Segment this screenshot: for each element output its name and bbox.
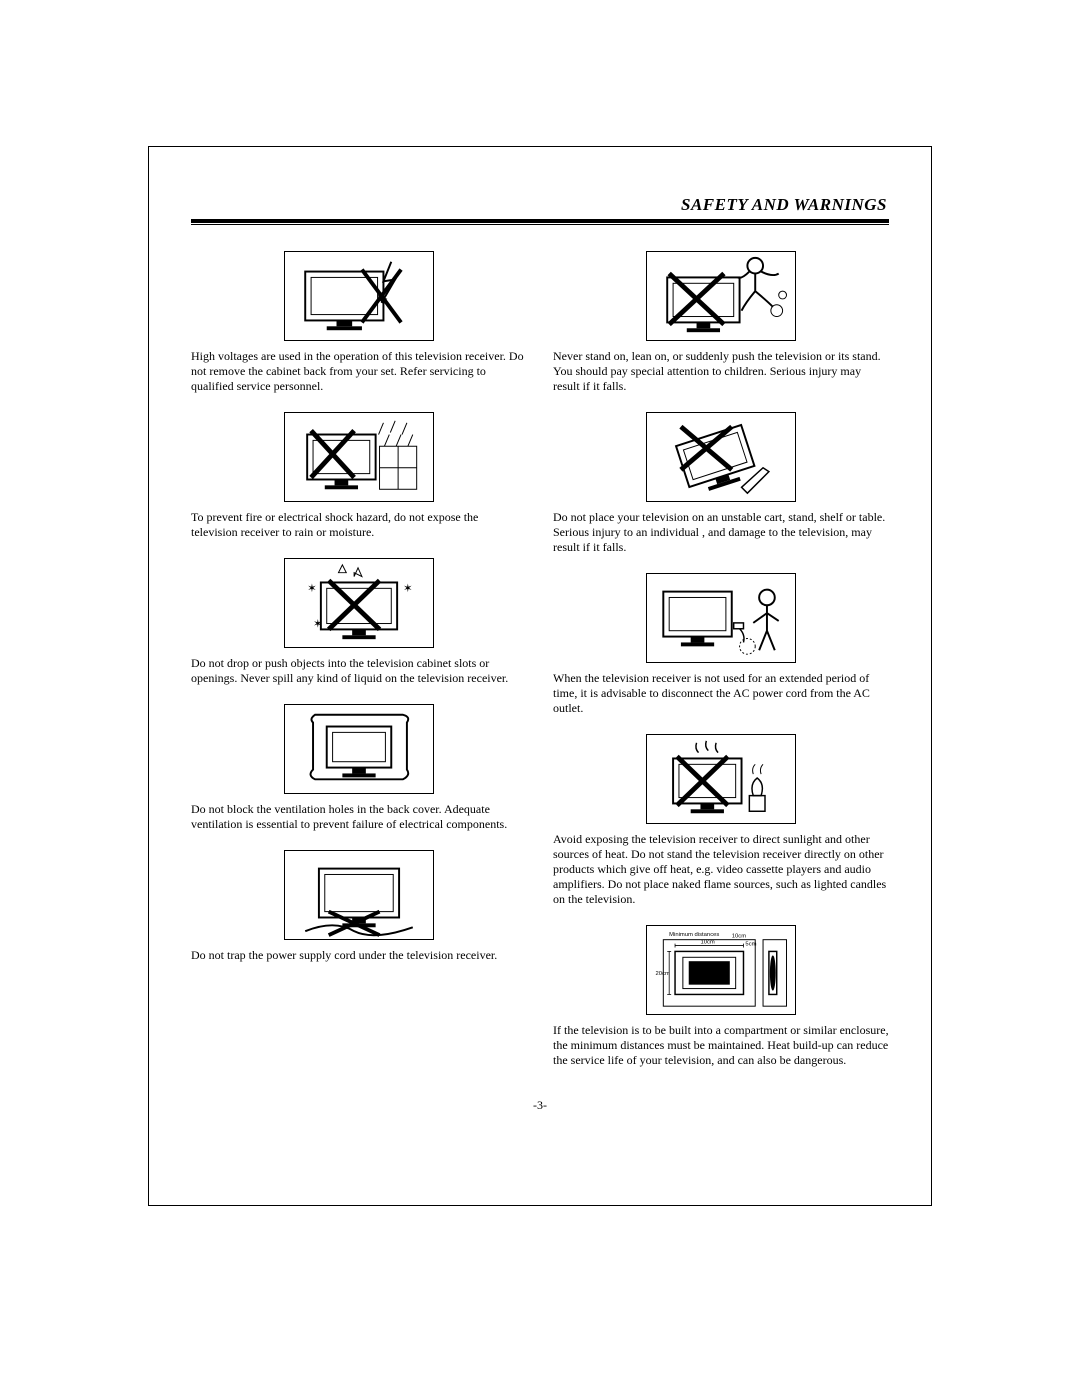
block-power-cord: Do not trap the power supply cord under …: [191, 850, 527, 963]
illus-enclosure: Minimum distances: [646, 925, 796, 1015]
block-ventilation: Do not block the ventilation holes in th…: [191, 704, 527, 832]
mindist-title: Minimum distances: [669, 932, 719, 938]
illus-unstable: [646, 412, 796, 502]
caption-enclosure: If the television is to be built into a …: [553, 1023, 889, 1068]
caption-unstable: Do not place your television on an unsta…: [553, 510, 889, 555]
block-high-voltage: High voltages are used in the operation …: [191, 251, 527, 394]
illus-high-voltage: [284, 251, 434, 341]
block-objects-liquid: ✶ ✶ ✶ Do not drop or push objects into t…: [191, 558, 527, 686]
svg-text:5cm: 5cm: [745, 942, 756, 948]
block-rain-moisture: To prevent fire or electrical shock haza…: [191, 412, 527, 540]
page-number: -3-: [191, 1098, 889, 1113]
illus-heat: [646, 734, 796, 824]
column-right: Never stand on, lean on, or suddenly pus…: [553, 251, 889, 1086]
caption-no-lean: Never stand on, lean on, or suddenly pus…: [553, 349, 889, 394]
svg-text:✶: ✶: [403, 582, 413, 595]
sheet: SAFETY AND WARNINGS: [0, 0, 1080, 1397]
heading-row: SAFETY AND WARNINGS: [191, 195, 889, 215]
caption-power-cord: Do not trap the power supply cord under …: [191, 948, 527, 963]
illus-unplug: [646, 573, 796, 663]
block-no-lean: Never stand on, lean on, or suddenly pus…: [553, 251, 889, 394]
svg-text:✶: ✶: [307, 582, 317, 595]
svg-text:20cm: 20cm: [655, 971, 669, 977]
caption-ventilation: Do not block the ventilation holes in th…: [191, 802, 527, 832]
page-inner: SAFETY AND WARNINGS: [149, 147, 931, 1143]
block-heat: Avoid exposing the television receiver t…: [553, 734, 889, 907]
caption-heat: Avoid exposing the television receiver t…: [553, 832, 889, 907]
block-enclosure: Minimum distances: [553, 925, 889, 1068]
illus-rain-moisture: [284, 412, 434, 502]
illus-objects-liquid: ✶ ✶ ✶: [284, 558, 434, 648]
block-unplug: When the television receiver is not used…: [553, 573, 889, 716]
illus-power-cord: [284, 850, 434, 940]
rule-thin: [191, 224, 889, 225]
section-heading: SAFETY AND WARNINGS: [681, 195, 887, 214]
caption-high-voltage: High voltages are used in the operation …: [191, 349, 527, 394]
illus-no-lean: [646, 251, 796, 341]
column-left: High voltages are used in the operation …: [191, 251, 527, 1086]
block-unstable: Do not place your television on an unsta…: [553, 412, 889, 555]
rule-thick: [191, 219, 889, 223]
caption-unplug: When the television receiver is not used…: [553, 671, 889, 716]
content-columns: High voltages are used in the operation …: [191, 251, 889, 1086]
illus-ventilation: [284, 704, 434, 794]
page-frame: SAFETY AND WARNINGS: [148, 146, 932, 1206]
svg-text:10cm: 10cm: [732, 934, 746, 940]
caption-rain-moisture: To prevent fire or electrical shock haza…: [191, 510, 527, 540]
svg-text:✶: ✶: [313, 617, 323, 630]
caption-objects-liquid: Do not drop or push objects into the tel…: [191, 656, 527, 686]
svg-text:10cm: 10cm: [700, 940, 714, 946]
